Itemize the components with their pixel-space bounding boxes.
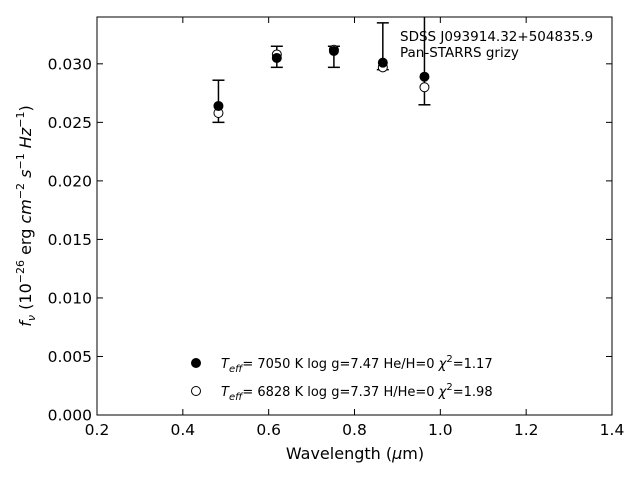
- x-axis-title: Wavelength (μm): [286, 444, 424, 463]
- y-tick-label: 0.030: [48, 55, 92, 73]
- filled-circle-point: [419, 71, 430, 82]
- y-tick-label: 0.005: [48, 348, 92, 366]
- y-axis-title: fν (10−26 erg cm−2 s−1 Hz−1): [14, 105, 38, 326]
- object-name-annotation: SDSS J093914.32+504835.9: [400, 29, 593, 45]
- x-tick-label: 0.6: [256, 421, 281, 439]
- legend-label-open: Teff= 6828 K log g=7.37 H/He=0 χ2=1.98: [221, 382, 493, 403]
- legend-entry-open: Teff= 6828 K log g=7.37 H/He=0 χ2=1.98: [191, 382, 493, 403]
- y-tick-label: 0.025: [48, 114, 92, 132]
- y-tick-label: 0.015: [48, 231, 92, 249]
- legend-marker-filled: [191, 358, 201, 368]
- survey-annotation: Pan-STARRS grizy: [400, 45, 519, 61]
- filled-circle-point: [271, 52, 282, 63]
- legend-marker-open: [191, 386, 201, 396]
- legend: Teff= 7050 K log g=7.47 He/H=0 χ2=1.17 T…: [191, 354, 493, 403]
- legend-label-filled: Teff= 7050 K log g=7.47 He/H=0 χ2=1.17: [221, 354, 493, 375]
- y-tick-label: 0.020: [48, 172, 92, 190]
- plot-frame: [96, 16, 613, 416]
- x-tick-label: 1.4: [600, 421, 625, 439]
- x-tick-label: 0.2: [85, 421, 110, 439]
- legend-entry-filled: Teff= 7050 K log g=7.47 He/H=0 χ2=1.17: [191, 354, 493, 375]
- data-markers: [213, 44, 430, 118]
- x-tick-label: 0.4: [171, 421, 196, 439]
- x-tick-label: 1.2: [514, 421, 539, 439]
- x-tick-label: 1.0: [428, 421, 453, 439]
- x-tick-label: 0.8: [342, 421, 367, 439]
- axis-ticks: 0.2 0.4 0.6 0.8 1.0 1.2 1.4 0.000 0.005 0.010 0.01…: [48, 17, 625, 439]
- open-circle-point: [419, 82, 430, 93]
- filled-circle-point: [377, 57, 388, 68]
- y-tick-label: 0.010: [48, 289, 92, 307]
- y-tick-label: 0.000: [48, 407, 92, 425]
- filled-circle-point: [328, 45, 339, 56]
- filled-circle-point: [213, 100, 224, 111]
